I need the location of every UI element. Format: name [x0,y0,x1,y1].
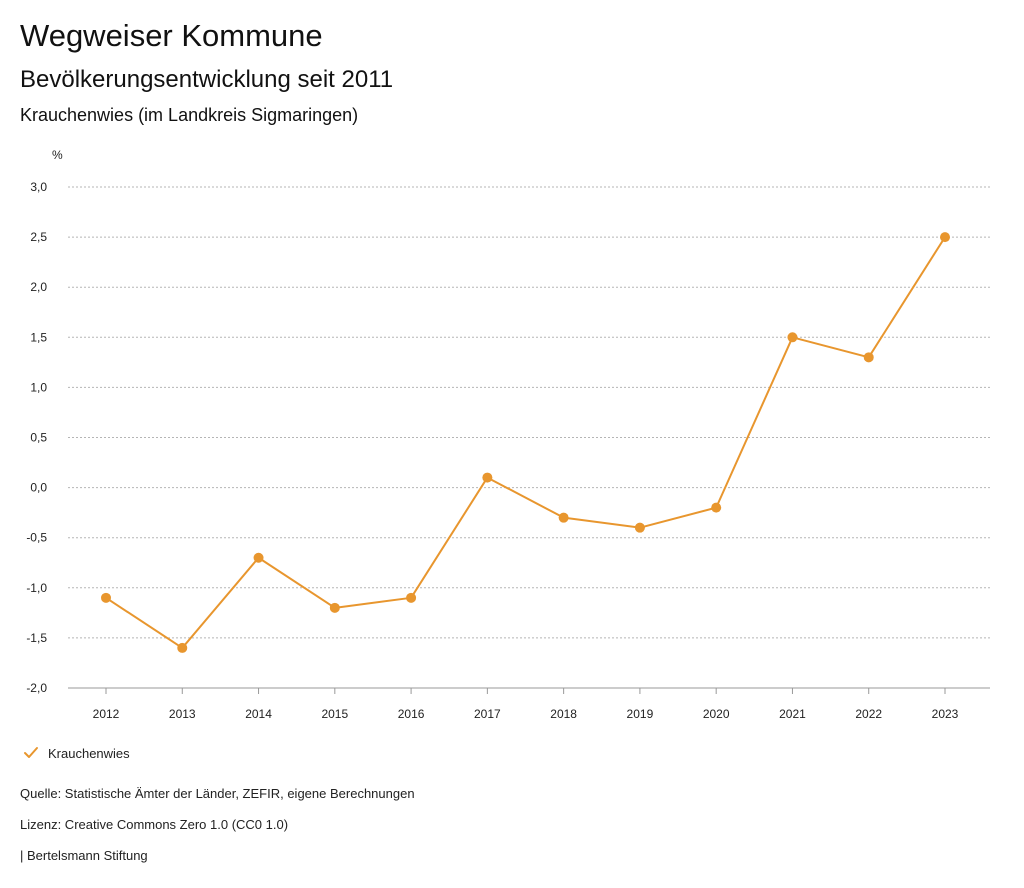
license-note: Lizenz: Creative Commons Zero 1.0 (CC0 1… [20,817,289,832]
data-point[interactable] [558,512,569,523]
x-tick-label: 2016 [398,707,425,721]
data-point[interactable] [482,472,493,483]
data-point[interactable] [634,522,645,533]
data-point[interactable] [329,602,340,613]
x-axis: 2012 2013 2014 2015 2016 2017 2018 2019 2020 2021… [93,688,959,721]
line-chart: % 3,0 2,5 2,0 1,5 1,0 0,5 0,0 -0,5 -1,0 -1,5 -2,0 2… [26,148,990,721]
y-tick-label: 2,5 [30,230,47,244]
y-axis-unit: % [52,148,63,162]
data-point[interactable] [787,332,798,343]
x-tick-label: 2014 [245,707,272,721]
data-point[interactable] [406,592,417,603]
y-tick-label: 0,0 [30,481,47,495]
x-tick-label: 2022 [855,707,882,721]
y-tick-label: -1,5 [26,631,47,645]
data-point[interactable] [253,552,264,563]
y-tick-label: 3,0 [30,180,47,194]
data-point[interactable] [863,352,874,363]
municipality-label: Krauchenwies (im Landkreis Sigmaringen) [20,105,359,125]
grid-lines [68,186,990,689]
x-tick-label: 2017 [474,707,501,721]
y-tick-label: 2,0 [30,280,47,294]
x-tick-label: 2018 [550,707,577,721]
page-title: Wegweiser Kommune [20,18,323,53]
x-tick-label: 2020 [703,707,730,721]
series-krauchenwies [101,232,950,653]
x-tick-label: 2019 [627,707,654,721]
x-tick-label: 2013 [169,707,196,721]
source-note: Quelle: Statistische Ämter der Länder, Z… [20,786,415,801]
data-point[interactable] [101,592,111,603]
y-tick-label: -2,0 [26,681,47,695]
x-tick-label: 2023 [932,707,959,721]
y-tick-label: 1,5 [30,330,47,344]
data-point[interactable] [711,502,722,513]
y-tick-label: -0,5 [26,531,47,545]
y-tick-label: -1,0 [26,581,47,595]
series-line [105,236,946,649]
x-tick-label: 2021 [779,707,806,721]
data-point[interactable] [940,232,950,243]
y-tick-label: 1,0 [30,380,47,394]
data-point[interactable] [177,642,188,653]
y-axis: % 3,0 2,5 2,0 1,5 1,0 0,5 0,0 -0,5 -1,0 -1,5 -2,0 [26,148,63,695]
check-icon [24,747,38,758]
x-tick-label: 2012 [93,707,120,721]
legend-label: Krauchenwies [48,745,130,761]
brand-note: | Bertelsmann Stiftung [20,848,148,863]
x-tick-label: 2015 [321,707,348,721]
chart-subtitle: Bevölkerungsentwicklung seit 2011 [20,66,394,93]
y-tick-label: 0,5 [30,431,47,445]
legend[interactable]: Krauchenwies [22,744,130,762]
